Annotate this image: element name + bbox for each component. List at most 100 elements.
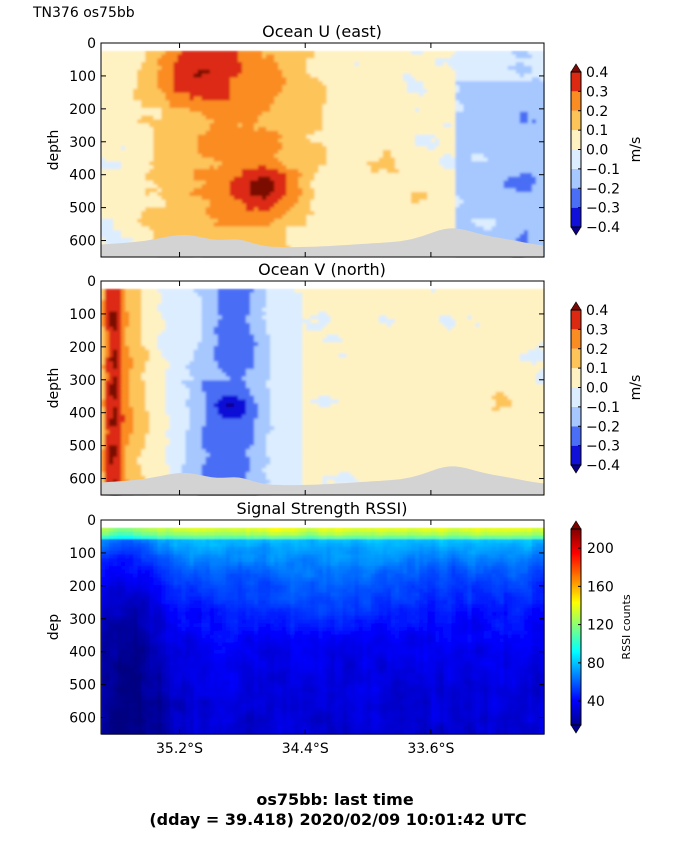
field-cell — [241, 180, 247, 185]
field-cell — [326, 195, 332, 201]
field-cell — [326, 207, 332, 212]
field-cell — [455, 50, 461, 56]
field-cell — [399, 73, 404, 78]
field-cell — [302, 138, 307, 143]
field-cell — [318, 226, 324, 231]
field-cell — [423, 184, 428, 189]
field-cell — [423, 119, 428, 124]
field-cell — [241, 130, 247, 136]
field-cell — [173, 88, 179, 94]
field-cell — [201, 111, 207, 117]
field-cell — [399, 138, 404, 143]
field-cell — [117, 54, 122, 59]
field-cell — [181, 138, 187, 143]
field-cell — [270, 207, 275, 212]
field-cell — [157, 119, 163, 124]
field-cell — [201, 73, 207, 78]
field-cell — [125, 192, 130, 197]
field-cell — [334, 88, 340, 94]
field-cell — [394, 176, 400, 182]
field-cell — [399, 150, 404, 155]
field-cell — [362, 146, 368, 151]
field-cell — [394, 142, 400, 147]
field-cell — [451, 146, 456, 151]
field-cell — [177, 69, 183, 75]
field-cell — [350, 199, 356, 205]
field-cell — [423, 50, 428, 56]
field-cell — [153, 107, 158, 113]
field-cell — [354, 150, 360, 155]
field-cell — [109, 50, 114, 56]
field-cell — [133, 230, 138, 235]
field-cell — [105, 127, 110, 132]
field-cell — [382, 77, 388, 82]
field-cell — [181, 192, 187, 197]
field-cell — [378, 237, 384, 243]
field-cell — [407, 226, 412, 231]
field-cell — [407, 96, 412, 101]
field-cell — [161, 184, 167, 189]
field-cell — [394, 222, 400, 228]
field-cell — [101, 119, 106, 124]
field-cell — [403, 107, 408, 113]
field-cell — [386, 230, 392, 235]
field-cell — [427, 50, 432, 56]
field-cell — [250, 69, 255, 75]
field-cell — [101, 150, 106, 155]
field-cell — [394, 130, 400, 136]
field-cell — [459, 138, 465, 143]
field-cell — [217, 150, 223, 155]
field-cell — [245, 50, 251, 56]
field-cell — [237, 161, 243, 166]
field-cell — [342, 69, 348, 75]
field-cell — [431, 165, 436, 170]
field-cell — [237, 218, 243, 224]
field-cell — [237, 130, 243, 136]
field-cell — [338, 58, 344, 63]
field-cell — [366, 153, 372, 159]
field-cell — [157, 92, 163, 98]
field-cell — [282, 180, 287, 185]
field-cell — [451, 50, 456, 56]
field-cell — [358, 234, 364, 239]
field-cell — [306, 207, 312, 212]
field-cell — [250, 62, 255, 67]
field-cell — [318, 50, 324, 56]
field-cell — [101, 211, 106, 216]
field-cell — [403, 237, 408, 243]
field-cell — [282, 207, 287, 212]
field-cell — [447, 146, 452, 151]
field-cell — [298, 130, 303, 136]
field-cell — [237, 234, 243, 239]
field-cell — [282, 65, 287, 71]
field-cell — [177, 127, 183, 132]
field-cell — [423, 81, 428, 86]
field-cell — [129, 138, 134, 143]
field-cell — [370, 92, 376, 98]
field-cell — [173, 92, 179, 98]
field-cell — [443, 134, 448, 140]
field-cell — [250, 157, 255, 163]
field-cell — [370, 73, 376, 78]
field-cell — [326, 115, 332, 121]
field-cell — [439, 192, 444, 197]
field-cell — [117, 234, 122, 239]
field-cell — [189, 169, 195, 174]
field-cell — [113, 230, 118, 235]
field-cell — [403, 54, 408, 59]
field-cell — [145, 50, 150, 56]
field-cell — [407, 50, 412, 56]
field-cell — [467, 54, 473, 59]
field-cell — [411, 214, 416, 220]
field-cell — [113, 69, 118, 75]
field-cell — [407, 69, 412, 75]
field-cell — [237, 192, 243, 197]
field-cell — [278, 73, 283, 78]
field-cell — [241, 230, 247, 235]
field-cell — [306, 88, 312, 94]
field-cell — [241, 85, 247, 90]
field-cell — [189, 54, 195, 59]
field-cell — [129, 188, 134, 193]
field-cell — [302, 69, 307, 75]
field-cell — [310, 77, 316, 82]
